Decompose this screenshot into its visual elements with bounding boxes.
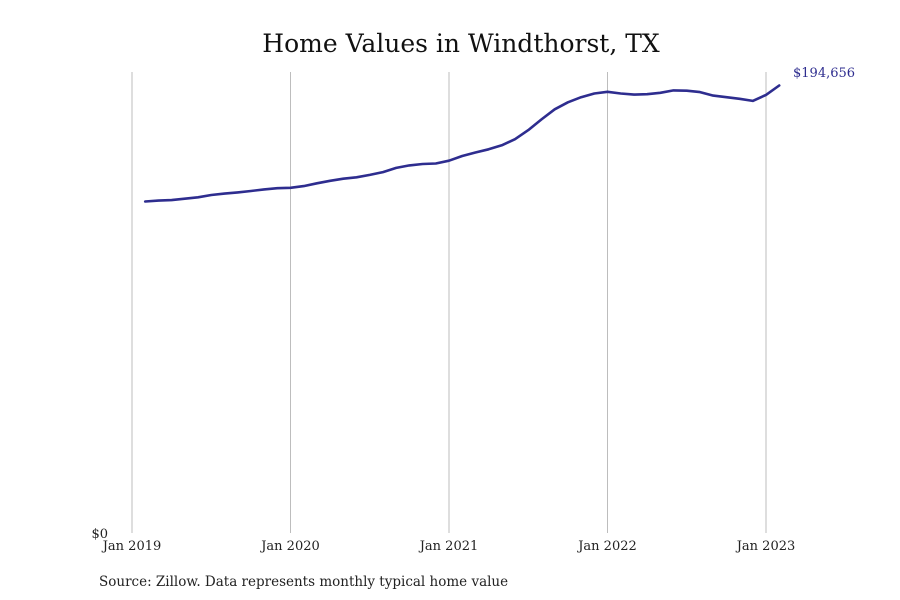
gridlines (131, 72, 767, 533)
x-tick-label: Jan 2023 (735, 539, 796, 554)
source-note: Source: Zillow. Data represents monthly … (99, 574, 508, 590)
series-layer: $194,656 (143, 66, 855, 203)
chart-title: Home Values in Windthorst, TX (262, 29, 660, 58)
series-line (143, 84, 781, 203)
x-tick-label: Jan 2022 (576, 539, 637, 554)
x-tick-label: Jan 2019 (101, 539, 162, 554)
x-tick-label: Jan 2021 (418, 539, 479, 554)
end-value-label: $194,656 (793, 66, 855, 81)
x-axis-ticks: Jan 2019 Jan 2020 Jan 2021 Jan 2022 Jan 2023 (101, 539, 796, 554)
y-tick-label: $0 (91, 527, 108, 542)
y-axis-ticks: $0 (91, 527, 108, 542)
x-tick-label: Jan 2020 (259, 539, 320, 554)
